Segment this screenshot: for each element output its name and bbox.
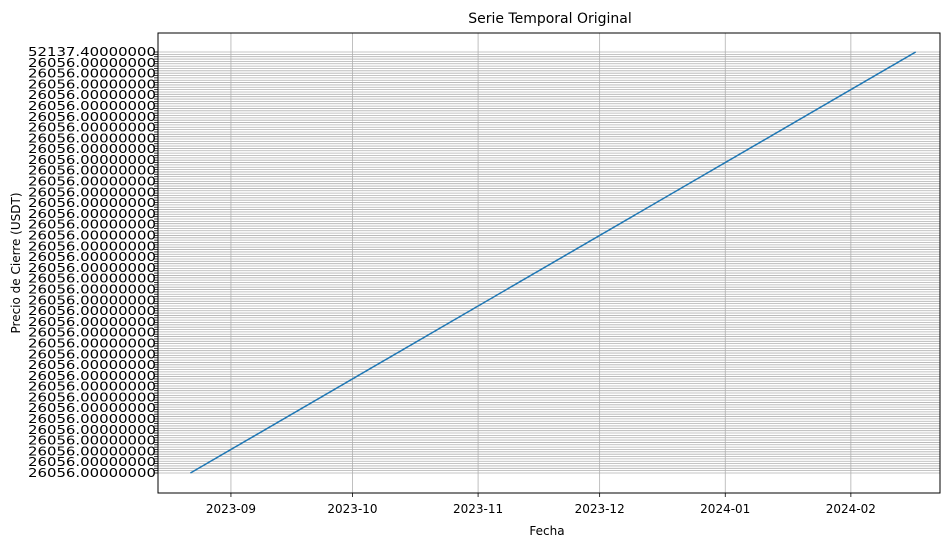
y-tick-label: 26056.00000000 <box>28 358 156 372</box>
y-tick-label: 26056.00000000 <box>28 347 156 361</box>
x-tick-label: 2023-09 <box>206 502 256 516</box>
y-tick-label: 26056.00000000 <box>28 466 156 480</box>
x-tick-label: 2024-02 <box>826 502 876 516</box>
y-axis-label: Precio de Cierre (USDT) <box>9 193 23 334</box>
y-tick-label: 26056.00000000 <box>28 229 156 243</box>
y-tick-label: 26056.00000000 <box>28 218 156 232</box>
y-tick-label: 26056.00000000 <box>28 196 156 210</box>
y-tick-label: 26056.00000000 <box>28 175 156 189</box>
y-tick-label: 26056.00000000 <box>28 77 156 91</box>
y-tick-label: 26056.00000000 <box>28 110 156 124</box>
y-tick-label: 26056.00000000 <box>28 99 156 113</box>
y-tick-label: 26056.00000000 <box>28 369 156 383</box>
y-tick-label: 26056.00000000 <box>28 434 156 448</box>
y-tick-label: 26056.00000000 <box>28 380 156 394</box>
y-tick-label: 26056.00000000 <box>28 239 156 253</box>
grid-lines <box>158 33 940 493</box>
y-tick-label: 26056.00000000 <box>28 88 156 102</box>
y-tick-label: 26056.00000000 <box>28 185 156 199</box>
x-axis-label: Fecha <box>529 524 564 538</box>
y-tick-label: 26056.00000000 <box>28 336 156 350</box>
y-tick-label: 26056.00000000 <box>28 250 156 264</box>
y-tick-label: 26056.00000000 <box>28 131 156 145</box>
y-tick-label: 26056.00000000 <box>28 207 156 221</box>
y-tick-label: 26056.00000000 <box>28 293 156 307</box>
y-tick-label: 26056.00000000 <box>28 315 156 329</box>
y-tick-label: 26056.00000000 <box>28 272 156 286</box>
y-tick-label: 26056.00000000 <box>28 444 156 458</box>
y-tick-label: 26056.00000000 <box>28 304 156 318</box>
series-line <box>190 51 917 474</box>
x-tick-label: 2023-12 <box>575 502 625 516</box>
y-tick-label: 26056.00000000 <box>28 423 156 437</box>
series-line-group <box>190 51 917 474</box>
chart-title: Serie Temporal Original <box>468 11 632 27</box>
x-tick-label: 2024-01 <box>700 502 750 516</box>
y-tick-label: 26056.00000000 <box>28 164 156 178</box>
y-tick-label: 26056.00000000 <box>28 282 156 296</box>
y-tick-label: 52137.40000000 <box>28 45 156 59</box>
y-tick-label: 26056.00000000 <box>28 455 156 469</box>
y-tick-label: 26056.00000000 <box>28 67 156 81</box>
y-tick-label: 26056.00000000 <box>28 390 156 404</box>
y-tick-label: 26056.00000000 <box>28 56 156 70</box>
y-tick-label: 26056.00000000 <box>28 142 156 156</box>
x-tick-label: 2023-11 <box>453 502 503 516</box>
y-tick-label: 26056.00000000 <box>28 261 156 275</box>
x-axis: 2023-09 2023-10 2023-11 2023-12 2024-01 2024-… <box>206 493 876 516</box>
y-tick-label: 26056.00000000 <box>28 121 156 135</box>
y-axis: 26056.0000000026056.0000000026056.000000… <box>28 45 158 480</box>
y-tick-label: 26056.00000000 <box>28 326 156 340</box>
y-tick-label: 26056.00000000 <box>28 412 156 426</box>
y-tick-label: 26056.00000000 <box>28 153 156 167</box>
y-tick-label: 26056.00000000 <box>28 401 156 415</box>
x-tick-label: 2023-10 <box>327 502 377 516</box>
plot-frame <box>157 32 941 494</box>
